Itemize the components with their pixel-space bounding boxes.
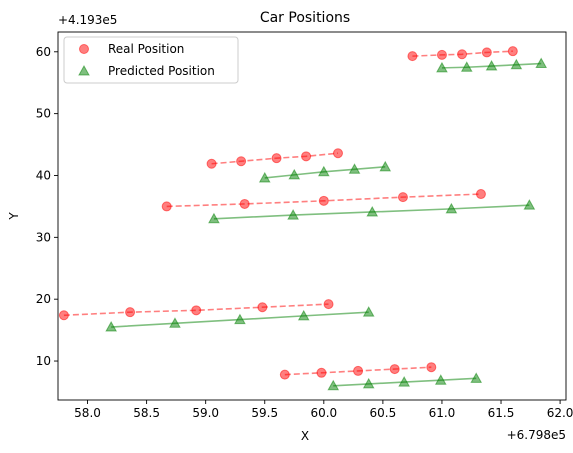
data-point (434, 374, 447, 385)
x-tick-label: 58.0 (74, 406, 101, 420)
data-point (271, 153, 282, 164)
data-point (318, 195, 329, 206)
x-axis-label: X (301, 429, 309, 443)
data-point (481, 47, 492, 58)
data-point (535, 57, 548, 69)
data-point (366, 205, 379, 217)
x-tick-label: 62.0 (547, 406, 573, 420)
data-point (234, 313, 246, 325)
data-point (288, 168, 301, 180)
legend-marker (78, 64, 90, 76)
data-point (470, 372, 483, 383)
legend-entry-label: Real Position (108, 42, 184, 56)
data-point (426, 362, 437, 373)
data-point (457, 49, 468, 60)
data-point (436, 49, 447, 60)
y-tick-label: 40 (36, 168, 51, 182)
data-point (348, 163, 361, 174)
x-tick-label: 59.0 (192, 406, 219, 420)
x-axis-offset-label: +6.798e5 (507, 428, 566, 442)
x-tick-label: 61.0 (429, 406, 456, 420)
x-tick-label: 58.5 (133, 406, 160, 420)
data-point (297, 309, 310, 321)
data-point (169, 317, 181, 328)
data-point (445, 202, 458, 214)
data-point (523, 199, 536, 210)
data-point (460, 61, 473, 72)
axes: 58.0 58.5 59.0 59.5 60.0 60.5 61.0 61.5 62.0 10 20… (36, 45, 573, 420)
data-point (327, 379, 340, 391)
series-line (63, 303, 329, 317)
data-point (510, 58, 523, 70)
data-point (379, 160, 392, 172)
data-point (287, 209, 299, 220)
x-tick-label: 60.0 (310, 406, 337, 420)
data-point (206, 158, 217, 169)
data-point (279, 369, 290, 380)
data-point (301, 151, 312, 162)
data-point (353, 365, 364, 376)
data-point (58, 310, 69, 321)
data-point (161, 201, 172, 212)
data-point (317, 165, 330, 177)
legend: Real Position Predicted Position (63, 36, 239, 84)
data-point (208, 212, 220, 224)
data-point (257, 302, 268, 313)
y-tick-label: 60 (36, 45, 51, 59)
data-point (316, 367, 327, 378)
series-real-position (58, 46, 518, 380)
data-point (125, 307, 136, 318)
data-point (475, 189, 486, 200)
data-point (105, 320, 118, 332)
y-axis-offset-label: +4.193e5 (58, 13, 117, 27)
y-tick-label: 50 (36, 107, 51, 121)
y-tick-label: 20 (36, 292, 51, 306)
data-point (389, 364, 400, 375)
data-point (397, 192, 408, 203)
plot-frame (57, 31, 567, 401)
data-point (362, 306, 375, 317)
legend-frame (63, 36, 239, 84)
legend-entry-label: Predicted Position (108, 64, 215, 78)
x-tick-label: 61.5 (488, 406, 515, 420)
data-point (485, 59, 498, 71)
y-tick-label: 10 (36, 354, 51, 368)
plot-area (58, 46, 548, 391)
chart-title: Car Positions (260, 10, 350, 26)
data-point (258, 171, 271, 183)
data-point (236, 156, 247, 167)
data-point (507, 46, 518, 57)
data-point (436, 61, 448, 73)
x-tick-label: 60.5 (370, 406, 397, 420)
data-point (362, 377, 375, 389)
x-tick-label: 59.5 (251, 406, 278, 420)
data-point (332, 148, 343, 159)
legend-marker (79, 44, 89, 54)
series-predicted-position (105, 57, 548, 391)
data-point (323, 299, 334, 310)
y-axis-label: Y (7, 212, 21, 221)
data-point (398, 376, 410, 387)
data-point (239, 198, 250, 209)
data-point (407, 51, 418, 62)
data-point (191, 305, 202, 316)
y-tick-label: 30 (36, 230, 51, 244)
